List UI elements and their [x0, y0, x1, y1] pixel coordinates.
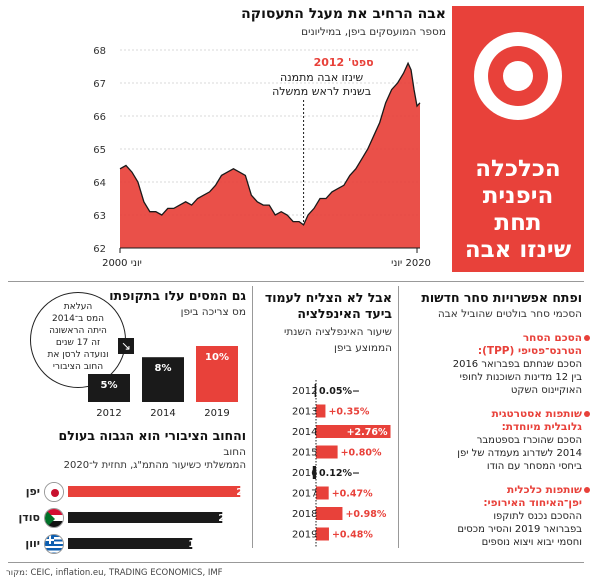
employment-area	[120, 63, 420, 249]
debt-bar-value: 212.8%	[218, 513, 246, 524]
inflation-year-label: 2016	[292, 468, 317, 479]
x-tick-label: 2020 יוני	[391, 258, 431, 269]
tax-bar-value: 5%	[101, 380, 118, 391]
employment-chart-subtitle: מספר המועסקים ביפן, במיליונים	[301, 26, 446, 38]
trade-item-india: שותפות אסטרטגית גלובלית מיוחדת: הסכם שהו…	[410, 408, 590, 473]
y-tick-label: 63	[93, 211, 106, 222]
debt-bar	[68, 512, 223, 523]
tax-bar	[88, 374, 130, 402]
tax-bar-category: 2014	[150, 408, 175, 419]
debt-bar-value: 237.6%	[236, 487, 246, 498]
inflation-year-label: 2014	[292, 427, 317, 438]
inflation-chart: 2012 0.05%−2013 +0.35% 2014 +2.76% 2015 +0.80%…	[292, 380, 391, 548]
inflation-bar-value: +2.76%	[347, 427, 388, 438]
greece-flag-icon	[44, 534, 64, 554]
inflation-chart-title-line2: ביעד האינפלציה	[297, 306, 392, 321]
y-tick-label: 62	[93, 244, 106, 255]
x-tick-label: יוני 2000	[102, 258, 142, 269]
column-divider-left	[252, 286, 253, 548]
debt-bar-value: 171.4%	[188, 539, 230, 550]
inflation-bar-value: +0.47%	[332, 489, 373, 500]
main-title: הכלכלה היפנית תחת שינזו אבה	[464, 156, 572, 263]
debt-bar	[68, 486, 241, 497]
tax-bar	[142, 357, 184, 402]
inflation-bar	[316, 507, 343, 520]
y-tick-label: 64	[93, 178, 106, 189]
inflation-year-label: 2015	[292, 448, 317, 459]
y-tick-label: 68	[93, 46, 106, 57]
inflation-bar	[316, 445, 338, 459]
debt-country-label: סודן	[18, 511, 41, 524]
rising-sun-icon	[474, 32, 562, 120]
inflation-year-label: 2018	[292, 509, 317, 520]
debt-chart-title: והחוב הציבורי הוא הגבוה בעולם	[58, 428, 247, 443]
inflation-bar	[314, 384, 317, 397]
tax-callout: העלאת המס ב־2014 היתה הראשונה זה 17 שנים…	[30, 292, 126, 388]
inflation-bar	[316, 425, 391, 438]
arrow-icon: ↘	[118, 338, 134, 354]
inflation-bar-value: +0.80%	[341, 448, 382, 459]
tax-bar-category: 2019	[204, 408, 229, 419]
tax-chart-subtitle: מס צריכה ביפן	[180, 306, 246, 318]
y-tick-label: 65	[93, 145, 106, 156]
inflation-bar-value: +0.98%	[345, 509, 386, 520]
y-tick-label: 66	[93, 112, 106, 123]
inflation-bar	[316, 527, 329, 541]
inflation-bar-value: 0.05%−	[319, 386, 360, 397]
debt-chart-subtitle-line2: הממשלתי כשיעור מהתמ"ג, תחזית ל־2020	[63, 460, 246, 471]
inflation-bar	[316, 486, 329, 500]
inflation-year-label: 2017	[292, 489, 317, 500]
employment-chart: 62 63 64 65 66 67 68 ספט' 2012 שינזו אבה מתמנהבש…	[93, 46, 431, 269]
inflation-bar-value: +0.48%	[332, 530, 373, 541]
tax-bar-value: 8%	[155, 363, 172, 374]
debt-country-label: יוון	[25, 537, 40, 550]
column-divider-right	[398, 286, 399, 548]
tax-bar-value: 10%	[205, 352, 229, 363]
annotation-head: ספט' 2012	[314, 56, 374, 69]
inflation-bar	[312, 466, 316, 479]
y-tick-label: 67	[93, 79, 106, 90]
debt-chart-subtitle-line1: החוב	[223, 446, 246, 458]
employment-chart-title: אבה הרחיב את מעגל התעסוקה	[241, 6, 446, 22]
debt-country-label: יפן	[25, 485, 40, 498]
tax-chart-title: גם המסים עלו בתקופתו	[109, 288, 246, 303]
inflation-chart-title-line1: אבל לא הצליח לעמוד	[264, 290, 392, 305]
tax-bar-category: 2012	[96, 408, 121, 419]
footer-divider	[8, 562, 584, 563]
japan-flag-icon	[44, 482, 64, 502]
annotation-text: שינזו אבה מתמנה	[280, 71, 363, 84]
inflation-year-label: 2019	[292, 530, 317, 541]
source-note: מקור: CEIC, inflation.eu, TRADING ECONOM…	[6, 568, 223, 578]
tax-bar	[196, 346, 238, 402]
trade-title: ופתח אפשרויות סחר חדשות	[421, 290, 582, 305]
trade-subtitle: הסכמי סחר בולטים שהוביל אבה	[437, 308, 582, 320]
sudan-flag-icon	[44, 508, 64, 528]
employment-line	[119, 61, 421, 226]
inflation-year-label: 2012	[292, 386, 317, 397]
trade-item-tpp: הסכם הסחר הטרנס־פסיפי (TPP): הסכם שנחתם …	[410, 332, 590, 397]
debt-bar	[68, 538, 193, 549]
inflation-year-label: 2013	[292, 407, 317, 418]
inflation-chart-subtitle-line1: שיעור האינפלציה השנתי	[284, 326, 392, 338]
trade-item-eu: שותפות כלכלית יפן־האיחוד האירופי: ההסכם …	[410, 484, 590, 549]
title-block: הכלכלה היפנית תחת שינזו אבה	[452, 6, 584, 272]
inflation-chart-subtitle-line2: הממוצע ביפן	[334, 342, 392, 354]
inflation-bar-value: 0.12%−	[319, 468, 360, 479]
inflation-bar-value: +0.35%	[328, 407, 369, 418]
debt-chart: 237.6% 212.8% 171.4%	[68, 486, 246, 550]
annotation-text: בשנית לראש ממשלה	[272, 85, 371, 98]
tax-chart: 5% 2012 8% 2014 10% 2019	[88, 346, 238, 419]
section-divider	[8, 281, 584, 282]
inflation-bar	[316, 404, 326, 418]
